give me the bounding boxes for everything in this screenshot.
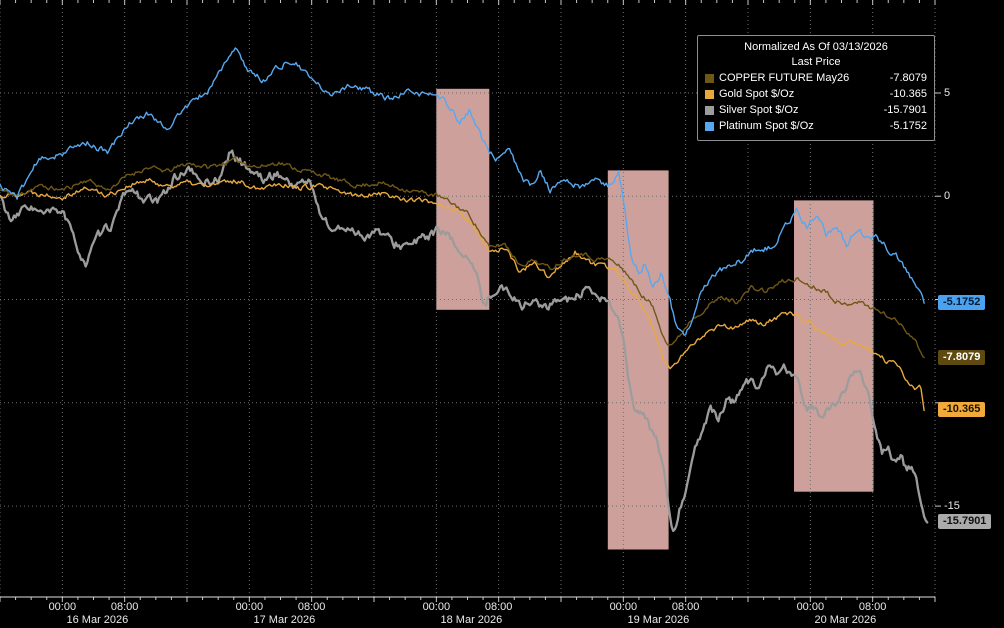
gold-swatch-icon bbox=[705, 89, 714, 99]
legend-item-label: Silver Spot $/Oz bbox=[719, 104, 799, 116]
legend-item-label: COPPER FUTURE May26 bbox=[719, 72, 850, 84]
copper-swatch-icon bbox=[705, 73, 714, 83]
silver-swatch-icon bbox=[705, 105, 714, 115]
series-line-gold-spot-oz bbox=[0, 177, 925, 412]
legend-item-silver: Silver Spot $/Oz -15.7901 bbox=[705, 102, 927, 118]
legend-item-label: Platinum Spot $/Oz bbox=[719, 120, 814, 132]
platinum-swatch-icon bbox=[705, 121, 714, 131]
highlight-band bbox=[607, 170, 669, 550]
highlight-band bbox=[436, 88, 490, 310]
legend-box: Normalized As Of 03/13/2026 Last Price C… bbox=[697, 35, 935, 141]
series-line-platinum-spot-oz bbox=[0, 47, 925, 336]
highlight-band bbox=[794, 200, 874, 492]
legend-item-gold: Gold Spot $/Oz -10.365 bbox=[705, 86, 927, 102]
legend-item-copper: COPPER FUTURE May26 -7.8079 bbox=[705, 70, 927, 86]
legend-item-value: -10.365 bbox=[889, 88, 927, 100]
series-line-silver-spot-oz bbox=[0, 149, 929, 533]
legend-item-value: -7.8079 bbox=[889, 72, 927, 84]
legend-subtitle: Last Price bbox=[791, 56, 841, 68]
legend-item-value: -15.7901 bbox=[883, 104, 927, 116]
legend-item-platinum: Platinum Spot $/Oz -5.1752 bbox=[705, 118, 927, 134]
series-line-copper-future-may26 bbox=[0, 155, 925, 359]
legend-title: Normalized As Of 03/13/2026 bbox=[744, 41, 888, 53]
legend-item-label: Gold Spot $/Oz bbox=[719, 88, 795, 100]
legend-item-value: -5.1752 bbox=[889, 120, 927, 132]
